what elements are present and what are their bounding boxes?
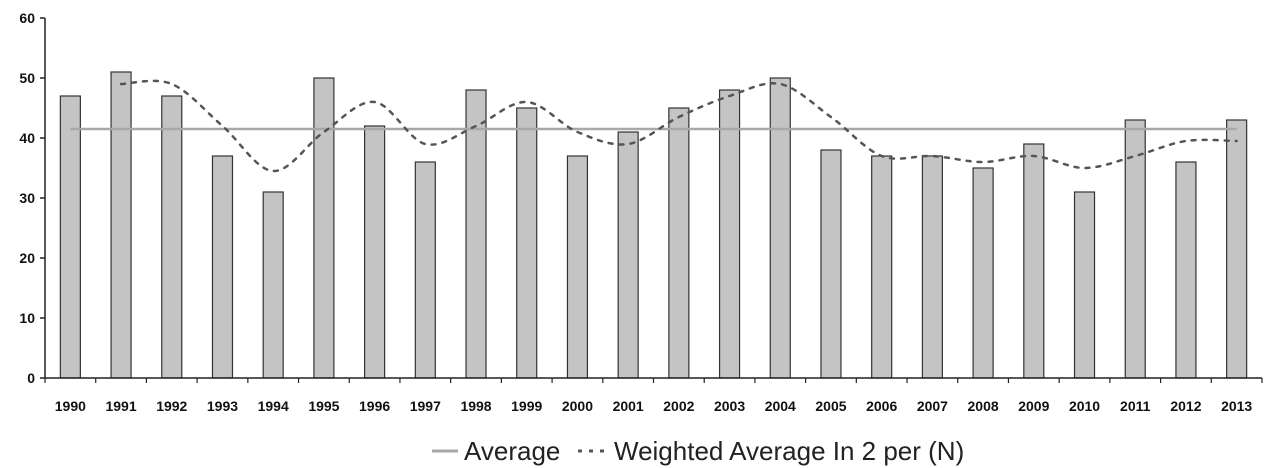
y-tick-label: 50	[19, 70, 35, 86]
x-tick-label: 1999	[511, 398, 542, 414]
y-tick-label: 0	[27, 370, 35, 386]
bar-1994	[262, 191, 284, 379]
bar-1999	[516, 107, 538, 379]
bar-2009	[1023, 143, 1045, 379]
legend: Average Weighted Average In 2 per (N)	[432, 436, 964, 466]
x-tick-label: 2004	[765, 398, 796, 414]
y-tick-label: 10	[19, 310, 35, 326]
y-tick-label: 20	[19, 250, 35, 266]
y-tick-label: 40	[19, 130, 35, 146]
x-tick-label: 2002	[663, 398, 694, 414]
bar-1996	[364, 125, 386, 379]
bar-2007	[921, 155, 943, 379]
bar-1998	[465, 89, 487, 379]
y-tick-label: 60	[19, 10, 35, 26]
x-tick-label: 2006	[866, 398, 897, 414]
x-tick-label: 1990	[55, 398, 86, 414]
bar-2012	[1175, 161, 1197, 379]
bar-1991	[110, 71, 132, 379]
x-tick-label: 2005	[815, 398, 846, 414]
x-tick-label: 2000	[562, 398, 593, 414]
x-tick-label: 1998	[460, 398, 491, 414]
bar-2004	[769, 77, 791, 379]
x-tick-label: 2009	[1018, 398, 1049, 414]
x-tick-label: 2001	[613, 398, 644, 414]
bar-2002	[668, 107, 690, 379]
legend-average-label: Average	[464, 436, 560, 466]
bar-1995	[313, 77, 335, 379]
bar-1993	[211, 155, 234, 379]
bar-1990	[59, 95, 81, 379]
bar-2008	[972, 167, 994, 379]
x-axis: 1990 1991 1992 1993 1994 1995 1996 1997 1998 1999…	[44, 377, 1263, 414]
legend-weighted-label: Weighted Average In 2 per (N)	[614, 436, 964, 466]
x-tick-label: 1996	[359, 398, 390, 414]
x-tick-label: 1991	[105, 398, 136, 414]
series-lines	[70, 79, 1238, 173]
bar-2006	[871, 155, 893, 379]
x-tick-label: 1993	[207, 398, 238, 414]
x-tick-label: 2011	[1120, 398, 1151, 414]
x-tick-label: 1994	[258, 398, 289, 414]
bar-2010	[1073, 191, 1096, 379]
bar-2000	[566, 155, 589, 379]
x-tick-label: 1995	[308, 398, 339, 414]
y-tick-label: 30	[19, 190, 35, 206]
x-tick-label: 2012	[1170, 398, 1201, 414]
x-tick-label: 1997	[410, 398, 441, 414]
x-tick-label: 1992	[156, 398, 187, 414]
x-tick-label: 2008	[968, 398, 999, 414]
x-tick-label: 2010	[1069, 398, 1100, 414]
x-tick-label: 2007	[917, 398, 948, 414]
bar-2013	[1226, 119, 1248, 379]
bar-2003	[718, 89, 741, 379]
x-tick-label: 2013	[1221, 398, 1252, 414]
bar-1992	[161, 95, 183, 379]
x-tick-label: 2003	[714, 398, 745, 414]
bars	[59, 71, 1248, 379]
y-axis: 0 10 20 30 40 50 60	[19, 10, 46, 386]
bar-2001	[617, 131, 639, 379]
bar-2005	[820, 149, 842, 379]
weighted-average-line	[119, 79, 1238, 173]
bar-1997	[414, 161, 436, 379]
